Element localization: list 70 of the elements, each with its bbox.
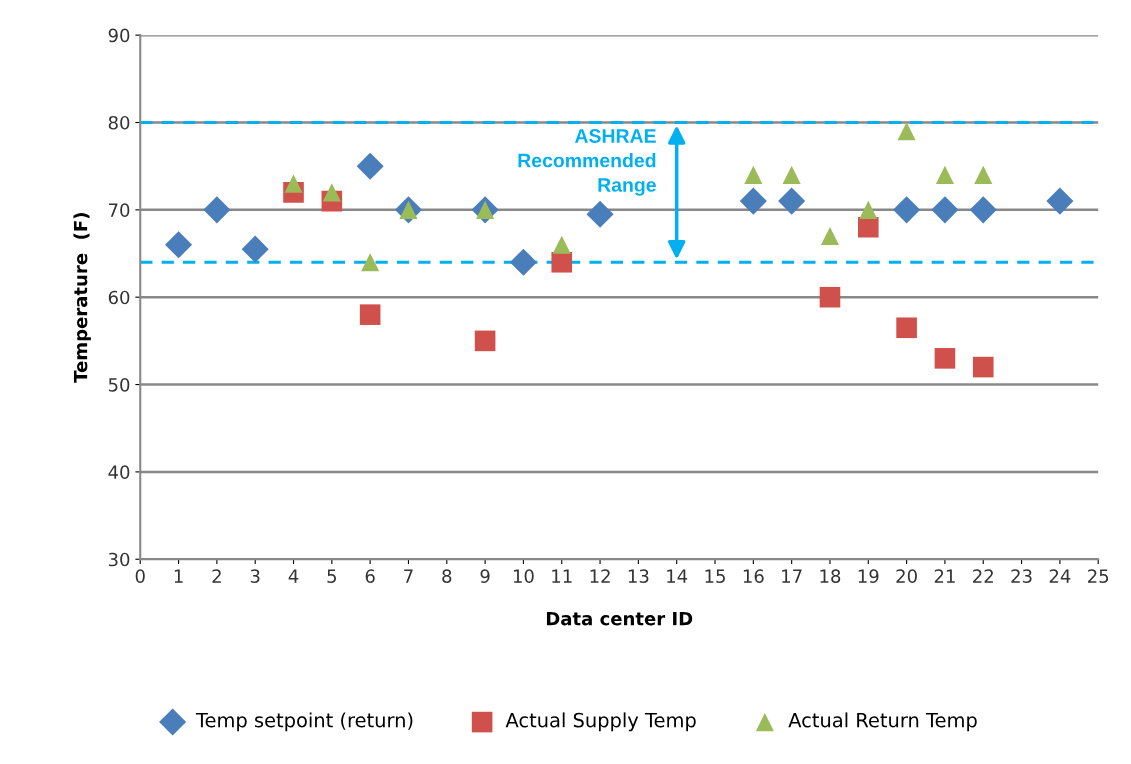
point (896, 317, 917, 339)
annotation: ASHRAE Recommended Range (518, 129, 656, 196)
point (897, 122, 916, 141)
point (819, 286, 841, 308)
x-tick-label: 8 (442, 569, 452, 583)
point (241, 235, 269, 263)
point (778, 187, 806, 215)
x-tick-label: 20 (896, 569, 917, 583)
point (552, 235, 571, 254)
point (974, 165, 993, 184)
x-tick-label: 23 (1011, 569, 1032, 583)
x-tick-label: 5 (327, 569, 336, 583)
x-tick-label: 25 (1088, 569, 1109, 583)
x-tick-label: 1 (174, 569, 183, 583)
point (931, 196, 959, 224)
legend-label: Actual Return Temp (788, 712, 977, 732)
y-tick-label: 90 (108, 28, 130, 43)
y-tick-label: 70 (109, 203, 130, 217)
point (969, 196, 997, 224)
point (782, 165, 801, 184)
point (935, 165, 954, 184)
point (165, 231, 193, 259)
x-tick-label: 21 (934, 569, 955, 583)
x-tick-label: 4 (288, 569, 299, 583)
point (820, 227, 840, 246)
point (509, 248, 537, 276)
point (934, 348, 956, 369)
x-tick-label: 9 (480, 569, 490, 583)
y-tick-label: 30 (108, 552, 130, 567)
x-tick-label: 0 (135, 569, 145, 583)
x-tick-label: 22 (973, 569, 993, 583)
x-axis-title: Data center ID (546, 612, 693, 626)
legend-label: Actual Supply Temp (505, 712, 696, 732)
y-tick-label: 80 (108, 115, 130, 130)
point (361, 253, 380, 272)
point (859, 200, 878, 219)
point (356, 152, 384, 180)
point (203, 196, 231, 224)
x-tick-label: 18 (820, 569, 841, 583)
point (972, 356, 994, 378)
x-tick-label: 10 (513, 569, 534, 583)
x-tick-label: 15 (705, 569, 725, 583)
point (359, 304, 381, 325)
y-tick-label: 60 (108, 290, 130, 305)
x-tick-label: 13 (628, 569, 649, 583)
x-tick-label: 16 (743, 569, 764, 583)
x-tick-label: 19 (858, 569, 879, 583)
y-axis-title: Temperature (F) (73, 213, 91, 383)
point (857, 217, 879, 238)
point (744, 165, 763, 184)
y-tick-label: 40 (108, 465, 130, 480)
point (893, 196, 921, 224)
x-tick-label: 3 (250, 569, 260, 583)
y-tick-label: 50 (108, 378, 130, 392)
point (474, 330, 496, 352)
point (322, 183, 341, 202)
x-tick-label: 12 (590, 569, 610, 583)
point (1046, 187, 1074, 215)
legend-label: Temp setpoint (return) (195, 712, 413, 732)
point (739, 187, 767, 215)
point (586, 200, 614, 228)
x-tick-label: 14 (667, 569, 688, 583)
x-tick-label: 6 (365, 569, 375, 583)
x-tick-label: 17 (782, 569, 802, 583)
point (284, 174, 303, 193)
x-tick-label: 7 (404, 569, 413, 583)
x-tick-label: 24 (1049, 569, 1071, 583)
x-tick-label: 11 (552, 569, 572, 583)
x-tick-label: 2 (212, 569, 221, 583)
point (551, 251, 573, 273)
